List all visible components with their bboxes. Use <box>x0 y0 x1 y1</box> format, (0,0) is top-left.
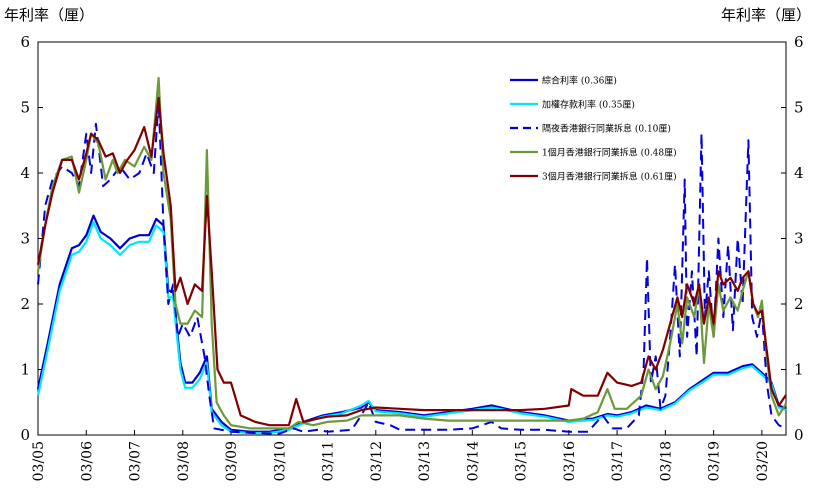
y-tick-label-left: 4 <box>20 164 30 182</box>
y-axis-left: 0 1 2 3 4 5 6 <box>20 33 43 444</box>
y-tick-label-left: 5 <box>20 99 30 117</box>
y-tick-label-right: 4 <box>794 164 804 182</box>
x-tick-label: 03/09 <box>224 441 240 481</box>
y-tick-label-right: 1 <box>794 361 804 379</box>
x-tick-label: 03/07 <box>128 441 144 481</box>
series-line-1 <box>36 221 787 435</box>
series-group <box>36 76 787 435</box>
legend: 綜合利率 (0.36厘) 加權存款利率 (0.35厘) 隔夜香港銀行同業拆息 (0.… <box>510 75 677 183</box>
y-tick-label-left: 1 <box>20 361 30 379</box>
x-tick-label: 03/12 <box>369 441 385 481</box>
y-axis-title-left: 年利率（厘） <box>4 6 95 24</box>
x-tick-label: 03/10 <box>272 441 288 481</box>
legend-label-3: 1個月香港銀行同業拆息 (0.48厘) <box>542 147 677 159</box>
x-tick-label: 03/17 <box>610 441 626 481</box>
x-tick-label: 03/16 <box>562 441 578 481</box>
legend-label-4: 3個月香港銀行同業拆息 (0.61厘) <box>542 171 677 183</box>
x-tick-label: 03/08 <box>176 441 192 481</box>
y-tick-label-right: 3 <box>794 230 804 248</box>
y-tick-label-right: 0 <box>794 426 804 444</box>
x-tick-label: 03/19 <box>707 441 723 481</box>
y-tick-label-left: 3 <box>20 230 30 248</box>
x-tick-label: 03/15 <box>514 441 530 481</box>
x-tick-label: 03/06 <box>79 441 95 481</box>
x-tick-label: 03/20 <box>755 441 771 481</box>
series-line-3 <box>36 76 787 430</box>
x-tick-label: 03/05 <box>31 441 47 481</box>
y-tick-label-right: 6 <box>794 33 804 51</box>
x-tick-label: 03/11 <box>321 441 337 481</box>
y-axis-title-right: 年利率（厘） <box>720 6 811 24</box>
x-tick-label: 03/13 <box>417 441 433 481</box>
y-tick-label-right: 5 <box>794 99 804 117</box>
x-tick-label: 03/14 <box>465 441 481 481</box>
legend-label-2: 隔夜香港銀行同業拆息 (0.10厘) <box>542 123 671 135</box>
y-tick-label-right: 2 <box>794 295 804 313</box>
y-tick-label-left: 0 <box>20 426 30 444</box>
legend-label-1: 加權存款利率 (0.35厘) <box>542 99 635 111</box>
y-tick-label-left: 2 <box>20 295 30 313</box>
y-tick-label-left: 6 <box>20 33 30 51</box>
x-axis: 03/05 03/06 03/07 03/08 03/09 03/10 03/11 03/12… <box>31 430 771 481</box>
series-line-4 <box>36 96 787 427</box>
y-axis-right: 0 1 2 3 4 5 6 <box>781 33 804 444</box>
x-tick-label: 03/18 <box>658 441 674 481</box>
legend-label-0: 綜合利率 (0.36厘) <box>542 75 617 87</box>
